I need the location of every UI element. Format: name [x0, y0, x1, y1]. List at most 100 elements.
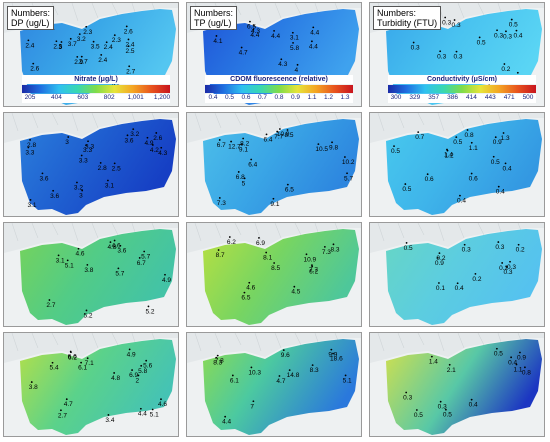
- road-line: [234, 223, 242, 236]
- sample-point: [215, 356, 218, 359]
- colorbar-tick-label: 1,200: [153, 94, 171, 101]
- colorbar-title: Nitrate (μg/L): [22, 75, 170, 84]
- map-panel-tu1: 0.40.30.30.30.30.30.50.50.30.30.30.20.2N…: [369, 2, 545, 107]
- sample-value-label: 8.3: [213, 360, 222, 367]
- sample-point: [48, 299, 51, 301]
- variable-label-line: DP (ug/L): [11, 18, 50, 28]
- sample-value-label: 4.6: [246, 285, 255, 292]
- colorbar-tick-label: 500: [522, 94, 534, 101]
- road-line: [71, 223, 79, 242]
- road-line: [214, 223, 222, 239]
- sample-value-label: 0.2: [436, 255, 445, 262]
- sample-point: [113, 372, 116, 374]
- sample-value-label: 6.4: [248, 162, 257, 169]
- road-line: [417, 113, 425, 126]
- sample-point: [524, 366, 526, 369]
- sample-value-label: 3.4: [105, 417, 114, 424]
- sample-point: [100, 54, 103, 56]
- map-canvas: 2.10.50.80.91.41.10.40.50.50.40.30.3: [370, 333, 544, 435]
- sample-point: [67, 136, 70, 138]
- sample-point: [515, 363, 518, 366]
- sample-point: [444, 16, 447, 19]
- sample-point: [495, 347, 498, 350]
- sample-value-label: 0.7: [415, 134, 424, 141]
- sample-point: [128, 65, 131, 68]
- sample-value-label: 6.9: [256, 240, 265, 247]
- sample-value-label: 3.8: [29, 384, 38, 391]
- sample-value-label: 3.6: [117, 248, 126, 255]
- sample-value-label: 0.3: [442, 20, 451, 27]
- sample-point: [292, 42, 294, 44]
- sample-value-label: 3.1: [56, 257, 65, 264]
- map-canvas: 0.20.5 0.30.90.20.30.30.40.20.30.20.1: [370, 223, 544, 325]
- sample-value-label: 3.1: [105, 183, 114, 190]
- sample-value-label: 5.1: [343, 377, 352, 384]
- sample-value-label: 9.8: [329, 144, 338, 151]
- sample-value-label: 4: [295, 67, 299, 74]
- sample-value-label: 9.1: [239, 146, 248, 153]
- sample-point: [80, 55, 83, 58]
- sample-value-label: 6.5: [285, 187, 294, 194]
- sample-point: [30, 381, 33, 383]
- sample-point: [252, 400, 255, 403]
- sample-point: [288, 369, 291, 372]
- sample-point: [404, 183, 407, 185]
- sample-value-label: 0.9: [517, 355, 526, 362]
- sample-point: [151, 408, 154, 411]
- sample-point: [258, 237, 260, 239]
- interpolated-surface: [386, 119, 542, 215]
- road-line: [31, 333, 39, 349]
- sample-point: [474, 272, 477, 275]
- sample-value-label: 2.3: [112, 37, 121, 44]
- sample-point: [77, 247, 80, 250]
- sample-value-label: 5.2: [83, 312, 92, 319]
- sample-value-label: 4.7: [64, 401, 73, 408]
- sample-value-label: 5.1: [150, 412, 159, 419]
- sample-value-label: 0.3: [403, 395, 412, 402]
- sample-value-label: 7: [250, 403, 254, 410]
- interpolated-surface: [386, 229, 542, 325]
- sample-point: [516, 71, 519, 74]
- variable-label-box: Numbers: TP (ug/L): [190, 6, 238, 30]
- sample-point: [29, 199, 32, 201]
- sample-point: [438, 282, 440, 284]
- sample-point: [448, 363, 451, 366]
- sample-point: [107, 414, 110, 416]
- sample-value-label: 3.1: [290, 35, 299, 42]
- sample-point: [426, 173, 429, 176]
- sample-value-label: 9.9: [328, 352, 337, 359]
- sample-value-label: 3.1: [28, 202, 37, 209]
- sample-value-label: 0.6: [425, 176, 434, 183]
- colorbar-tick-label: 1.1: [307, 94, 317, 101]
- sample-value-label: 0.2: [501, 66, 510, 73]
- sample-value-label: 0.2: [472, 276, 481, 283]
- sample-point: [502, 132, 505, 134]
- sample-point: [240, 46, 243, 49]
- sample-point: [231, 374, 234, 377]
- sample-value-label: 6.7: [217, 142, 226, 149]
- sample-value-label: 10.2: [342, 159, 355, 166]
- sample-value-label: 0.3: [454, 54, 463, 61]
- colorbar-tick-label: 0.7: [257, 94, 268, 101]
- map-panel-tp3: 8.7 8.3 10.9 8.5 6.9 7.3 8.1 6.2 7.7 6.5 4.5 6.2 4.6: [186, 222, 362, 327]
- colorbar-tick-label: 0.4: [208, 94, 218, 101]
- sample-value-label: 3.3: [79, 158, 88, 165]
- sample-point: [291, 31, 294, 34]
- sample-value-label: 4.6: [112, 243, 121, 250]
- variable-label-line: Numbers:: [377, 8, 417, 18]
- sample-point: [113, 34, 116, 37]
- sample-point: [139, 407, 142, 410]
- sample-point: [470, 398, 473, 401]
- sample-point: [515, 29, 518, 32]
- road-line: [274, 3, 282, 19]
- sample-value-label: 0.5: [494, 351, 503, 358]
- sample-point: [218, 139, 221, 141]
- sample-value-label: 6.2: [309, 269, 318, 276]
- sample-point: [146, 136, 149, 139]
- sample-value-label: 8.7: [216, 252, 225, 259]
- sample-point: [27, 39, 30, 42]
- colorbar-tick-label: 205: [24, 94, 36, 101]
- sample-point: [446, 148, 448, 151]
- sample-value-label: 0.4: [455, 285, 464, 292]
- road-line: [111, 333, 119, 346]
